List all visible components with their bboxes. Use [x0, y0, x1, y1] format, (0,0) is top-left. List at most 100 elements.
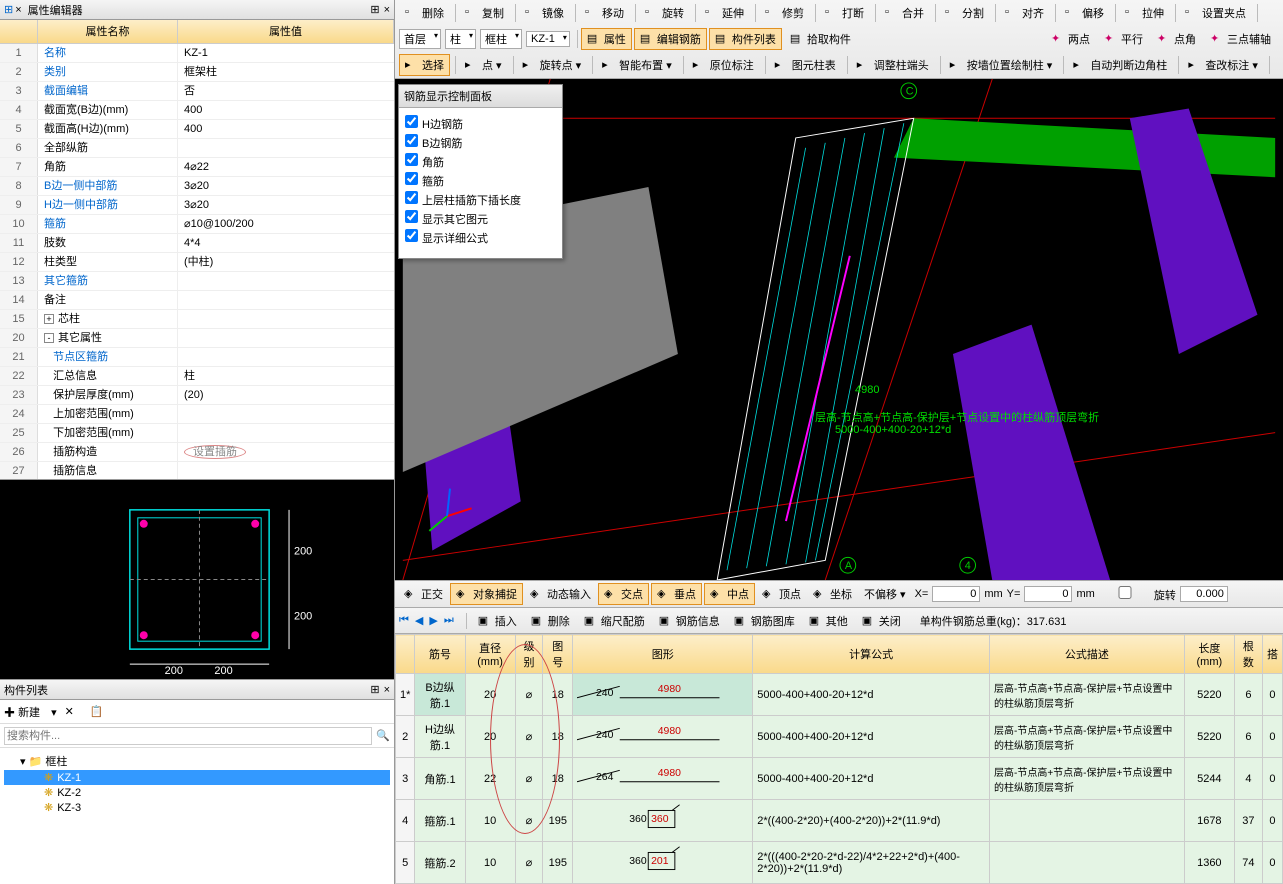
prop-row[interactable]: 12柱类型(中柱) [0, 253, 394, 272]
prop-row[interactable]: 24 上加密范围(mm) [0, 405, 394, 424]
ribbon-btn[interactable]: ▫删除 [399, 2, 450, 24]
status-btn[interactable]: ◈中点 [704, 583, 755, 605]
tree-item[interactable]: ❋KZ-3 [4, 800, 390, 815]
prop-row[interactable]: 15+芯柱 [0, 310, 394, 329]
table-row[interactable]: 4箍筋.110⌀1953603602*((400-2*20)+(400-2*20… [396, 800, 1283, 842]
prop-row[interactable]: 4截面宽(B边)(mm)400 [0, 101, 394, 120]
ribbon-btn[interactable]: ▫复制 [459, 2, 510, 24]
status-btn[interactable]: ◈垂点 [651, 583, 702, 605]
checkbox-item[interactable]: 箍筋 [405, 171, 556, 190]
ribbon-btn[interactable]: ▫移动 [579, 2, 630, 24]
dropdown[interactable]: 框柱 [480, 29, 522, 49]
ribbon-btn[interactable]: ▸查改标注 ▾ [1182, 54, 1264, 76]
rebar-tb-btn[interactable]: ▣删除 [526, 611, 575, 631]
prop-row[interactable]: 10箍筋⌀10@100/200 [0, 215, 394, 234]
nav-btn[interactable]: ◀ [415, 614, 423, 627]
close-icon[interactable]: × [384, 4, 390, 16]
snap-btn[interactable]: ✦两点 [1045, 28, 1096, 50]
rebar-display-panel[interactable]: 钢筋显示控制面板 H边钢筋B边钢筋角筋箍筋上层柱插筋下插长度显示其它图元显示详细… [398, 84, 563, 259]
ribbon-btn[interactable]: ▫延伸 [699, 2, 750, 24]
dropdown[interactable]: 首层 [399, 29, 441, 49]
snap-btn[interactable]: ✦三点辅轴 [1204, 28, 1277, 50]
prop-row[interactable]: 23 保护层厚度(mm)(20) [0, 386, 394, 405]
tree-item[interactable]: ❋KZ-2 [4, 785, 390, 800]
close-icon[interactable]: × [15, 4, 21, 16]
dropdown[interactable]: KZ-1 [526, 31, 570, 47]
prop-row[interactable]: 11肢数4*4 [0, 234, 394, 253]
status-btn[interactable]: ◈顶点 [757, 584, 806, 604]
prop-row[interactable]: 22 汇总信息柱 [0, 367, 394, 386]
ribbon-btn[interactable]: ▤编辑钢筋 [634, 28, 707, 50]
ribbon-btn[interactable]: ▸点 ▾ [459, 54, 508, 76]
prop-row[interactable]: 3截面编辑否 [0, 82, 394, 101]
search-icon[interactable]: 🔍 [376, 729, 390, 742]
table-row[interactable]: 2H边纵筋.120⌀1824049805000-400+400-20+12*d层… [396, 716, 1283, 758]
pin-icon[interactable]: ⊞ [4, 3, 13, 16]
close-icon[interactable]: × [384, 684, 390, 696]
rebar-tb-btn[interactable]: ▣关闭 [857, 611, 906, 631]
prop-row[interactable]: 25 下加密范围(mm) [0, 424, 394, 443]
ribbon-btn[interactable]: ▸按墙位置绘制柱 ▾ [944, 54, 1059, 76]
nav-btn[interactable]: ⏮ [399, 614, 409, 627]
rot-input[interactable] [1180, 586, 1228, 602]
offset-dd[interactable]: 不偏移 ▾ [859, 584, 911, 604]
x-input[interactable] [932, 586, 980, 602]
ribbon-btn[interactable]: ▫拉伸 [1119, 2, 1170, 24]
rebar-tb-btn[interactable]: ▣缩尺配筋 [579, 611, 650, 631]
ribbon-btn[interactable]: ▫旋转 [639, 2, 690, 24]
table-row[interactable]: 3角筋.122⌀1826449805000-400+400-20+12*d层高-… [396, 758, 1283, 800]
checkbox-item[interactable]: 显示详细公式 [405, 228, 556, 247]
prop-row[interactable]: 26 插筋构造设置插筋 [0, 443, 394, 462]
ribbon-btn[interactable]: ▫镜像 [519, 2, 570, 24]
checkbox-item[interactable]: H边钢筋 [405, 114, 556, 133]
ribbon-btn[interactable]: ▫分割 [939, 2, 990, 24]
y-input[interactable] [1024, 586, 1072, 602]
ribbon-btn[interactable]: ▸原位标注 [687, 54, 760, 76]
copy-icon[interactable]: 📋 [90, 705, 104, 718]
ribbon-btn[interactable]: ▫合并 [879, 2, 930, 24]
snap-btn[interactable]: ✦平行 [1098, 28, 1149, 50]
prop-row[interactable]: 6全部纵筋 [0, 139, 394, 158]
prop-row[interactable]: 2类别框架柱 [0, 63, 394, 82]
ribbon-btn[interactable]: ▸图元柱表 [769, 54, 842, 76]
table-row[interactable]: 5箍筋.210⌀1953602012*(((400-2*20-2*d-22)/4… [396, 842, 1283, 884]
status-btn[interactable]: ◈正交 [399, 584, 448, 604]
status-btn[interactable]: ◈对象捕捉 [450, 583, 523, 605]
prop-row[interactable]: 21 节点区箍筋 [0, 348, 394, 367]
prop-row[interactable]: 8B边一侧中部筋3⌀20 [0, 177, 394, 196]
rebar-tb-btn[interactable]: ▣其他 [804, 611, 853, 631]
delete-icon[interactable]: ✕ [65, 705, 74, 718]
ribbon-btn[interactable]: ▫对齐 [999, 2, 1050, 24]
ribbon-btn[interactable]: ▤属性 [581, 28, 632, 50]
search-input[interactable] [4, 727, 372, 745]
status-btn[interactable]: ◈交点 [598, 583, 649, 605]
nav-btn[interactable]: ⏭ [444, 614, 454, 627]
ribbon-btn[interactable]: ▫打断 [819, 2, 870, 24]
ribbon-btn[interactable]: ▸调整柱端头 [851, 54, 935, 76]
prop-row[interactable]: 5截面高(H边)(mm)400 [0, 120, 394, 139]
rebar-tb-btn[interactable]: ▣钢筋图库 [729, 611, 800, 631]
checkbox-item[interactable]: 角筋 [405, 152, 556, 171]
prop-row[interactable]: 20-其它属性 [0, 329, 394, 348]
prop-row[interactable]: 14备注 [0, 291, 394, 310]
dropdown[interactable]: 柱 [445, 29, 476, 49]
status-btn[interactable]: ◈动态输入 [525, 584, 596, 604]
ribbon-btn[interactable]: ▸旋转点 ▾ [517, 54, 588, 76]
nav-btn[interactable]: ▶ [429, 614, 437, 627]
prop-row[interactable]: 27 插筋信息 [0, 462, 394, 480]
prop-row[interactable]: 13其它箍筋 [0, 272, 394, 291]
prop-row[interactable]: 7角筋4⌀22 [0, 158, 394, 177]
ribbon-btn[interactable]: ▸自动判断边角柱 [1067, 54, 1173, 76]
pin-icon[interactable]: ⊞ [370, 683, 379, 696]
new-button[interactable]: ✚ 新建 ▾ [4, 704, 57, 720]
checkbox-item[interactable]: 上层柱插筋下插长度 [405, 190, 556, 209]
ribbon-btn[interactable]: ▫偏移 [1059, 2, 1110, 24]
tree-root[interactable]: ▾ 📁 框柱 [4, 752, 390, 770]
rebar-tb-btn[interactable]: ▣插入 [473, 611, 522, 631]
prop-row[interactable]: 1名称KZ-1 [0, 44, 394, 63]
ribbon-btn[interactable]: ▤构件列表 [709, 28, 782, 50]
viewport-3d[interactable]: C A 4 钢筋显示控制面板 H边钢筋B边钢筋角筋箍筋上层柱插筋下插长度显示其它… [395, 79, 1283, 580]
checkbox-item[interactable]: B边钢筋 [405, 133, 556, 152]
table-row[interactable]: 1*B边纵筋.120⌀1824049805000-400+400-20+12*d… [396, 674, 1283, 716]
ribbon-btn[interactable]: ▸选择 [399, 54, 450, 76]
